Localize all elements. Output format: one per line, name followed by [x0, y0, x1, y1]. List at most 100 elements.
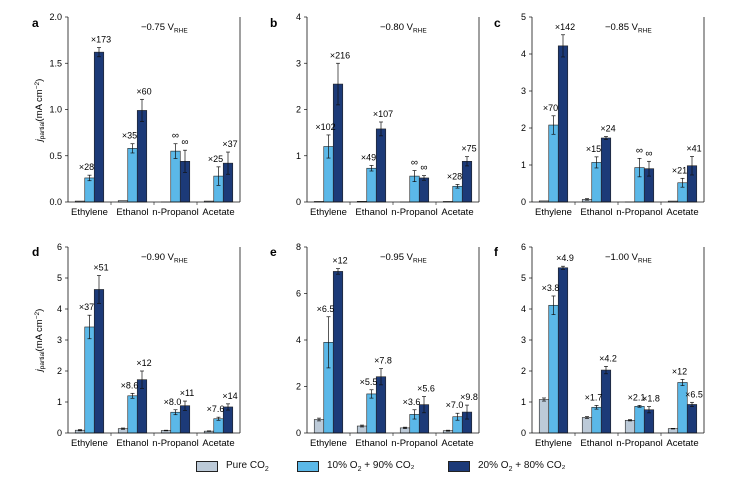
y-tick-label: 4 [296, 335, 301, 345]
annotation: ×7.6 [207, 404, 225, 414]
bar [84, 326, 95, 434]
y-tick-label: 0.5 [49, 151, 62, 161]
panel-letter: b [270, 16, 277, 30]
y-tick-label: 5 [521, 273, 526, 283]
panel-letter: c [494, 16, 501, 30]
annotation: ×24 [600, 124, 615, 134]
annotation: ×107 [373, 109, 393, 119]
bar [581, 417, 593, 434]
x-tick-label: Acetate [666, 438, 698, 449]
y-tick-label: 4 [521, 304, 526, 314]
x-tick-label: Acetate [666, 207, 698, 218]
annotation: ×7.0 [446, 400, 464, 410]
bar [548, 124, 559, 203]
x-tick-label: Ethanol [116, 207, 148, 218]
annotation: ×1.7 [585, 392, 603, 402]
bar [170, 411, 181, 434]
x-tick-label: n-Propanol [391, 438, 437, 449]
y-tick-label: 0 [296, 197, 301, 207]
bar [366, 393, 377, 434]
y-tick-label: 0 [521, 428, 526, 438]
y-tick-label: 2 [296, 105, 301, 115]
x-tick-label: n-Propanol [152, 207, 198, 218]
annotation: ×8.6 [121, 380, 139, 390]
annotation: ×70 [543, 103, 558, 113]
annotation: ×37 [222, 139, 237, 149]
bar [643, 409, 655, 434]
potential-label: −0.75 VRHE [141, 22, 188, 35]
annotation: ×9.8 [460, 392, 478, 402]
x-tick-label: Ethanol [355, 438, 387, 449]
annotation: ×41 [686, 143, 701, 153]
annotation: ×12 [332, 256, 347, 266]
annotation: ×102 [315, 122, 335, 132]
bar [600, 369, 612, 434]
annotation: ∞ [645, 148, 652, 159]
x-tick-label: Ethanol [116, 438, 148, 449]
bar [600, 137, 612, 203]
y-tick-label: 2.0 [49, 12, 62, 22]
panel-letter: a [32, 16, 39, 30]
x-tick-label: Ethylene [535, 438, 572, 449]
bar [591, 406, 602, 434]
bar [591, 162, 602, 203]
potential-label: −0.85 VRHE [605, 22, 652, 35]
y-axis-title: jpartial(mA cm−2) [34, 79, 46, 144]
bar [548, 304, 559, 434]
potential-label: −1.00 VRHE [605, 252, 652, 265]
bar [557, 267, 569, 434]
y-tick-label: 3 [521, 335, 526, 345]
annotation: ∞ [420, 163, 427, 174]
y-tick-label: 0 [521, 197, 526, 207]
panel-letter: f [494, 245, 499, 259]
annotation: ×21 [672, 165, 687, 175]
annotation: ×7.8 [374, 356, 392, 366]
y-tick-label: 5 [521, 12, 526, 22]
annotation: ×35 [122, 131, 137, 141]
bar [313, 419, 325, 434]
annotation: ×6.5 [317, 304, 335, 314]
x-tick-label: Ethylene [71, 438, 108, 449]
annotation: ×12 [672, 366, 687, 376]
annotation: ×49 [361, 152, 376, 162]
y-tick-label: 6 [521, 242, 526, 252]
x-tick-label: Ethylene [310, 207, 347, 218]
bar [418, 177, 430, 203]
annotation: ×4.2 [599, 353, 617, 363]
y-tick-label: 5 [57, 273, 62, 283]
bar [222, 406, 234, 434]
annotation: ×11 [180, 388, 195, 398]
y-tick-label: 1 [521, 397, 526, 407]
annotation: ×5.6 [417, 383, 435, 393]
annotation: ×2.1 [628, 392, 646, 402]
panel-letter: e [270, 245, 277, 259]
annotation: ×25 [208, 154, 223, 164]
legend: Pure CO2 10% O2 + 90% CO₂ 20% O2 + 80% C… [0, 455, 737, 477]
legend-label: Pure CO2 [226, 459, 269, 473]
bar [127, 395, 138, 434]
x-tick-label: Acetate [202, 438, 234, 449]
x-tick-label: n-Propanol [391, 207, 437, 218]
x-tick-label: Acetate [441, 207, 473, 218]
y-tick-label: 1 [296, 151, 301, 161]
annotation: ×1.8 [642, 394, 660, 404]
annotation: ∞ [181, 137, 188, 148]
y-tick-label: 2 [296, 382, 301, 392]
annotation: ×75 [461, 144, 476, 154]
bar [452, 185, 463, 203]
y-tick-label: 4 [296, 12, 301, 22]
y-tick-label: 8 [296, 242, 301, 252]
x-tick-label: Ethylene [535, 207, 572, 218]
bar [538, 399, 550, 434]
bar [686, 404, 698, 434]
potential-label: −0.80 VRHE [380, 22, 427, 35]
potential-label: −0.90 VRHE [141, 252, 188, 265]
x-tick-label: Ethanol [580, 207, 612, 218]
y-tick-label: 3 [57, 335, 62, 345]
annotation: ∞ [636, 145, 643, 156]
annotation: ×14 [222, 391, 237, 401]
annotation: ×6.5 [685, 389, 703, 399]
annotation: ×8.0 [164, 397, 182, 407]
y-tick-label: 2 [521, 366, 526, 376]
annotation: ×37 [79, 302, 94, 312]
